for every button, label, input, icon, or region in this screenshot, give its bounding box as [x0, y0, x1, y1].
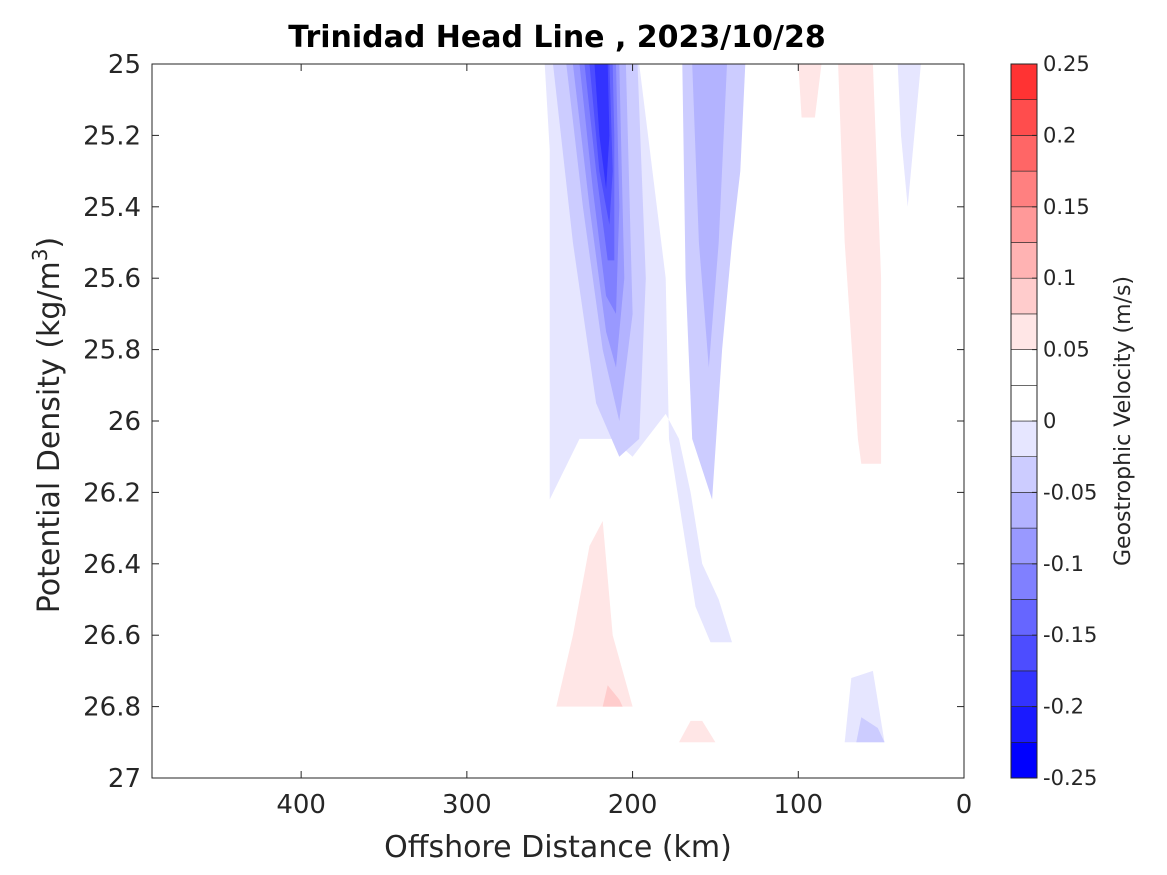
colorbar-ticks: 0.25 0.2 0.15 0.1 0.05 0 -0.05 -0.1 -0.15 -0.2 -0.… — [1032, 52, 1097, 790]
x-tick-label: 0 — [956, 790, 973, 820]
colorbar-tick-label: -0.25 — [1043, 766, 1097, 790]
colorbar-block — [1010, 456, 1038, 493]
colorbar-tick-label: -0.1 — [1043, 552, 1084, 576]
contour-region-deep-positive-mid-2 — [679, 720, 716, 743]
contour-region-bottom-negative-patch-2 — [856, 717, 885, 743]
x-tick-label: 300 — [442, 790, 492, 820]
y-tick-label: 27 — [108, 764, 141, 794]
colorbar-block — [1010, 277, 1038, 315]
x-tick-label: 200 — [608, 790, 658, 820]
colorbar-tick-label: -0.2 — [1043, 695, 1084, 719]
colorbar-tick-label: 0.2 — [1043, 123, 1076, 147]
colorbar-block — [1010, 170, 1038, 208]
contour-regions — [544, 64, 950, 743]
contour-region-deep-positive-mid-1 — [669, 678, 729, 743]
colorbar-tick-label: -0.05 — [1043, 480, 1097, 504]
colorbar-block — [1010, 492, 1038, 529]
colorbar-block — [1010, 741, 1038, 779]
y-axis-label: Potential Density (kg/m3) — [28, 237, 67, 613]
y-tick-label: 26.8 — [83, 693, 141, 723]
y-tick-label: 25.4 — [83, 193, 141, 223]
colorbar-block — [1010, 313, 1038, 350]
y-tick-label: 25.2 — [83, 121, 141, 151]
colorbar-block — [1010, 563, 1038, 600]
colorbar-tick-label: 0.15 — [1043, 195, 1090, 219]
contour-region-coastal-positive-sliver — [930, 64, 950, 493]
contour-region-bottom-negative-patch-1 — [844, 670, 885, 743]
colorbar-block — [1010, 242, 1038, 279]
colorbar: 0.25 0.2 0.15 0.1 0.05 0 -0.05 -0.1 -0.15 -0.2 -0.… — [1010, 52, 1136, 790]
y-tick-label: 26.6 — [83, 621, 141, 651]
colorbar-block — [1010, 599, 1038, 636]
y-tick-label: 25.6 — [83, 264, 141, 294]
y-tick-label: 26 — [108, 407, 141, 437]
y-axis-label-end: ) — [32, 237, 67, 249]
colorbar-block — [1010, 670, 1038, 707]
chart-title: Trinidad Head Line , 2023/10/28 — [288, 20, 825, 55]
colorbar-block — [1010, 420, 1038, 458]
colorbar-block — [1010, 527, 1038, 565]
x-axis-label: Offshore Distance (km) — [384, 830, 732, 865]
colorbar-label: Geostrophic Velocity (m/s) — [1111, 276, 1136, 566]
contour-region-nearshore-positive-band-3 — [838, 64, 882, 464]
contour-region-mid-negative-band-2 — [692, 64, 727, 368]
colorbar-block — [1010, 706, 1038, 743]
colorbar-block — [1010, 384, 1038, 422]
x-tick-label: 100 — [773, 790, 823, 820]
y-axis-label-superscript: 3 — [28, 248, 52, 261]
colorbar-block — [1010, 63, 1038, 101]
y-tick-label: 25.8 — [83, 336, 141, 366]
x-tick-label: 400 — [276, 790, 326, 820]
colorbar-tick-label: -0.15 — [1043, 623, 1097, 647]
plot-area: 400 300 200 100 0 25 25.2 25.4 25.6 25.8 26 26.2 26… — [83, 50, 972, 820]
colorbar-block — [1010, 99, 1038, 136]
colorbar-color-blocks — [1010, 63, 1038, 779]
contour-region-deep-positive-lobe-2 — [556, 521, 633, 707]
contour-region-deep-positive-lobe-3 — [602, 685, 623, 707]
colorbar-block — [1010, 206, 1038, 243]
y-tick-label: 25 — [108, 50, 141, 80]
colorbar-block — [1010, 634, 1038, 672]
contour-region-offshore-negative-core-7 — [594, 64, 610, 189]
colorbar-block — [1010, 349, 1038, 386]
colorbar-tick-label: 0 — [1043, 409, 1056, 433]
y-tick-label: 26.2 — [83, 478, 141, 508]
y-axis-ticks: 25 25.2 25.4 25.6 25.8 26 26.2 26.4 26.6 26.8 27 — [83, 50, 964, 794]
contour-region-nearshore-negative-sliver — [897, 64, 921, 207]
colorbar-block — [1010, 135, 1038, 172]
contour-region-nearshore-positive-band-2 — [798, 64, 822, 118]
contour-region-upper-positive-sliver — [649, 64, 669, 122]
colorbar-tick-label: 0.25 — [1043, 52, 1090, 76]
y-axis-label-main: Potential Density (kg/m — [32, 261, 67, 613]
x-axis-ticks: 400 300 200 100 0 — [276, 64, 972, 820]
y-tick-label: 26.4 — [83, 550, 141, 580]
colorbar-tick-label: 0.1 — [1043, 266, 1076, 290]
colorbar-tick-label: 0.05 — [1043, 338, 1090, 362]
